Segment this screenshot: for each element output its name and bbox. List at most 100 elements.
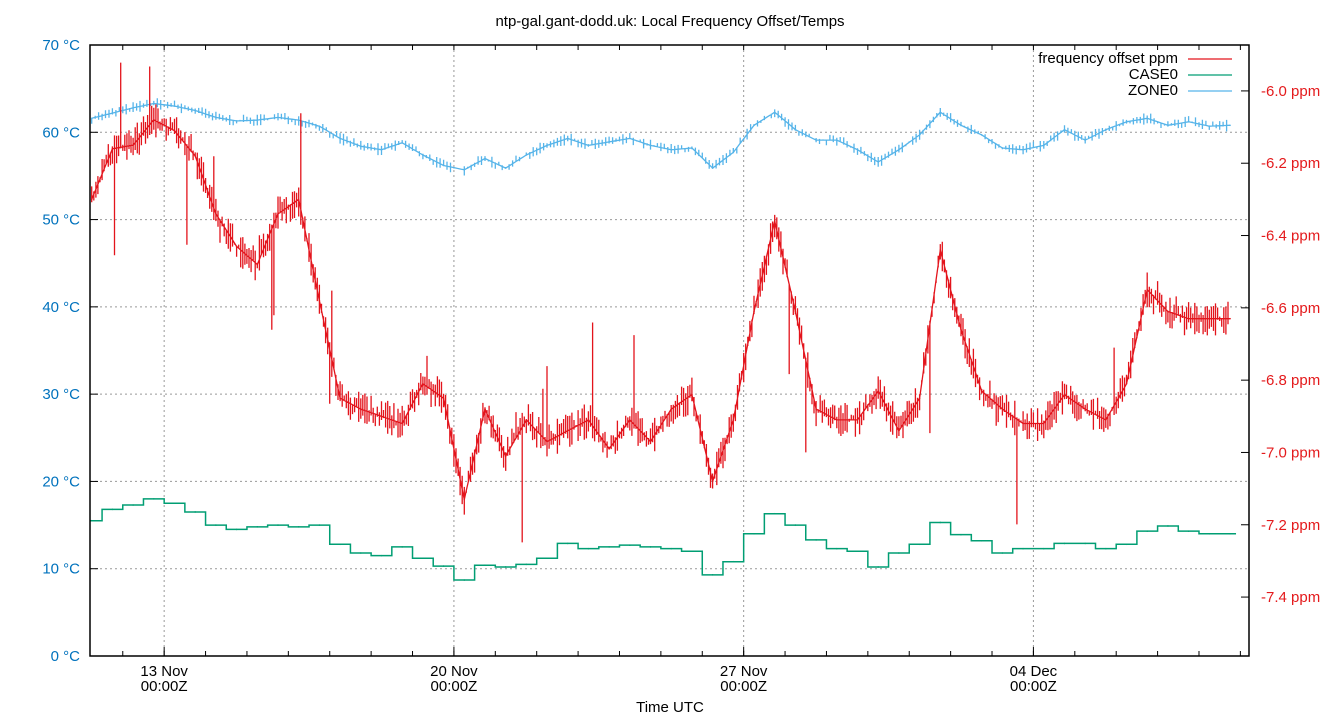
data-point [1001, 147, 1004, 149]
data-point [153, 102, 155, 105]
data-point [815, 408, 817, 410]
data-point [1125, 382, 1128, 385]
data-point [1187, 530, 1190, 532]
data-point [1187, 121, 1190, 123]
data-point [1042, 144, 1045, 147]
data-point [256, 526, 259, 528]
data-point [856, 550, 859, 553]
data-point [359, 408, 362, 410]
data-point [566, 542, 569, 545]
data-point [111, 147, 114, 150]
data-point [504, 167, 507, 169]
data-point [484, 564, 486, 567]
y-right-tick-label: -7.0 ppm [1261, 444, 1320, 461]
data-point [691, 393, 693, 396]
data-point [711, 167, 714, 169]
data-point [587, 547, 590, 550]
data-point [504, 455, 507, 457]
data-point [1084, 408, 1086, 410]
x-tick-label-time: 00:00Z [141, 678, 188, 695]
data-point [359, 145, 362, 148]
legend-label: CASE0 [1129, 66, 1178, 83]
data-point [1146, 288, 1149, 291]
data-point [670, 408, 673, 410]
chart-title: ntp-gal.gant-dodd.uk: Local Frequency Of… [495, 13, 844, 30]
data-point [277, 213, 279, 215]
legend-label: frequency offset ppm [1038, 50, 1178, 67]
data-point [773, 220, 776, 222]
data-point [442, 397, 445, 400]
data-point [194, 155, 197, 157]
data-point [753, 533, 755, 535]
data-point [1125, 543, 1128, 546]
data-point [898, 429, 900, 432]
plot-frame [89, 44, 1250, 657]
data-point [235, 245, 238, 248]
data-point [773, 111, 776, 114]
data-point [753, 124, 755, 127]
data-point [877, 390, 879, 392]
data-point [629, 544, 631, 546]
data-point [587, 419, 590, 421]
data-point [732, 151, 735, 154]
data-point [1001, 408, 1004, 410]
data-point [898, 148, 900, 151]
data-point [173, 129, 176, 132]
data-point [339, 397, 341, 400]
x-tick-label-time: 00:00Z [720, 678, 767, 695]
data-point [194, 109, 197, 112]
x-tick-label-date: 04 Dec [1010, 663, 1058, 680]
data-point [401, 141, 403, 144]
series-line [90, 498, 1237, 581]
data-point [1187, 317, 1190, 320]
data-point [1022, 547, 1024, 550]
data-point [111, 508, 114, 511]
data-point [732, 419, 735, 421]
data-point [380, 554, 383, 557]
data-point [1167, 124, 1169, 127]
data-point [918, 543, 921, 546]
data-point [939, 521, 942, 524]
data-point [546, 557, 548, 560]
data-point [980, 539, 983, 542]
data-point [649, 546, 652, 548]
x-tick-label-date: 27 Nov [720, 663, 768, 680]
data-point [525, 154, 528, 156]
y-right-tick-label: -6.6 ppm [1261, 300, 1320, 317]
data-point [422, 557, 424, 560]
data-point [856, 148, 859, 151]
data-point [380, 415, 383, 418]
data-point [1063, 542, 1066, 545]
data-point [215, 116, 217, 119]
data-point [587, 144, 590, 147]
data-point [318, 299, 321, 302]
y-right-tick-label: -7.2 ppm [1261, 517, 1320, 534]
data-point [1001, 552, 1004, 554]
data-point [359, 552, 362, 554]
data-point [484, 157, 486, 160]
data-point [1208, 533, 1211, 535]
data-point [670, 547, 673, 550]
data-point [1084, 139, 1086, 141]
x-tick-label-date: 13 Nov [140, 663, 188, 680]
data-point [960, 124, 962, 127]
data-point [608, 448, 610, 450]
data-point [835, 139, 838, 141]
data-point [1063, 128, 1066, 131]
data-point [629, 137, 631, 140]
data-point [525, 419, 528, 421]
data-point [794, 524, 797, 526]
data-point [608, 546, 610, 548]
y-left-tick-label: 70 °C [42, 37, 80, 54]
data-point [1167, 525, 1169, 527]
data-point [1229, 124, 1231, 127]
data-point [877, 566, 879, 568]
data-point [256, 263, 259, 266]
data-point [918, 134, 921, 136]
data-point [649, 144, 652, 147]
data-point [111, 112, 114, 114]
legend-label: ZONE0 [1128, 82, 1178, 99]
data-point [132, 107, 134, 109]
